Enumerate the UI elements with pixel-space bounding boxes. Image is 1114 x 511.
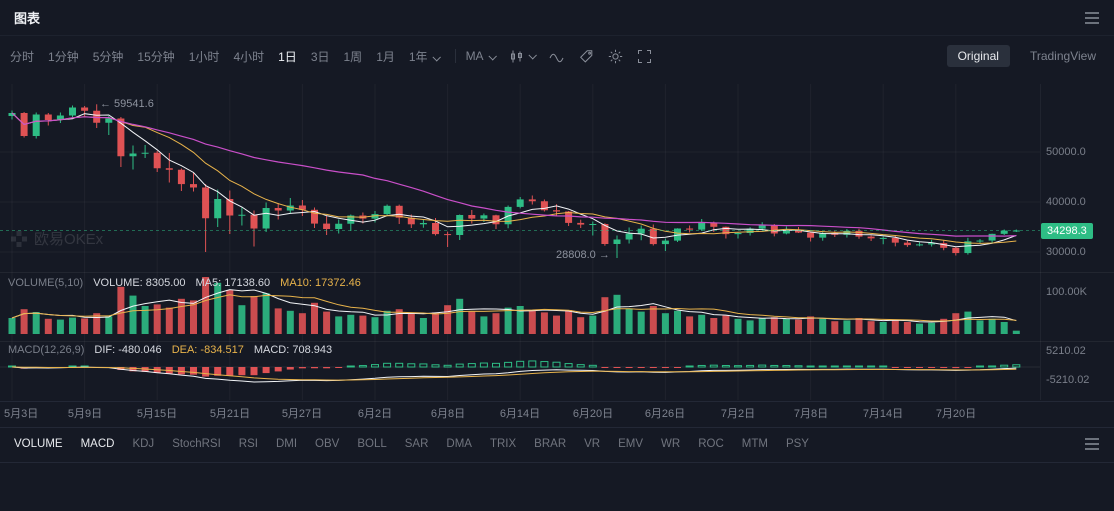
tag-icon <box>579 49 592 63</box>
chevron-down-icon <box>528 51 537 60</box>
interval-5m[interactable]: 5分钟 <box>92 49 124 64</box>
x-axis-label: 6月8日 <box>430 408 466 420</box>
x-axis-label: 5月15日 <box>136 408 178 420</box>
volume-ma5-value: MA5: 17138.60 <box>195 277 271 289</box>
line-style-button[interactable] <box>549 49 565 64</box>
ma-dropdown[interactable]: MA <box>465 49 497 63</box>
interval-time[interactable]: 分时 <box>10 49 35 64</box>
interval-3d[interactable]: 3日 <box>310 49 330 64</box>
price-tick-40000: 40000.0 <box>1046 196 1086 208</box>
gear-icon <box>608 49 622 63</box>
x-axis-label: 6月14日 <box>499 408 541 420</box>
interval-1y-dropdown[interactable]: 1年 <box>408 48 441 65</box>
macd-axis-tick-top: 5210.02 <box>1046 345 1086 357</box>
x-axis-label: 7月8日 <box>793 408 829 420</box>
okex-watermark: 欧易OKEx <box>10 228 103 249</box>
indicator-menu-button[interactable] <box>1084 437 1100 451</box>
tradingview-chart-button[interactable]: TradingView <box>1029 49 1096 63</box>
original-chart-button[interactable]: Original <box>946 45 1010 67</box>
tab-macd[interactable]: MACD <box>80 438 115 450</box>
x-axis-label: 5月9日 <box>67 408 103 420</box>
macd-legend: MACD(12,26,9) DIF: -480.046 DEA: -834.51… <box>8 344 332 356</box>
x-axis-label: 6月26日 <box>644 408 686 420</box>
price-tick-30000: 30000.0 <box>1046 246 1086 258</box>
tab-emv[interactable]: EMV <box>618 438 644 450</box>
expand-icon <box>637 49 651 63</box>
candlestick-icon <box>510 50 522 62</box>
x-axis-label: 7月14日 <box>862 408 904 420</box>
tab-obv[interactable]: OBV <box>315 438 340 450</box>
macd-dea-value: DEA: -834.517 <box>171 344 244 356</box>
ma-label: MA <box>465 49 484 63</box>
volume-params: VOLUME(5,10) <box>8 277 84 289</box>
tab-volume[interactable]: VOLUME <box>14 438 63 450</box>
tab-trix[interactable]: TRIX <box>489 438 517 450</box>
volume-axis-tick: 100.00K <box>1046 286 1087 298</box>
indicator-tabbar: VOLUME MACD KDJ StochRSI RSI DMI OBV BOL… <box>0 426 1114 463</box>
chart-menu-button[interactable] <box>1084 11 1100 25</box>
panel-header: 图表 <box>0 0 1114 36</box>
fullscreen-button[interactable] <box>637 49 652 64</box>
watermark-text: 欧易OKEx <box>34 231 104 248</box>
panel-title: 图表 <box>14 11 41 26</box>
macd-axis-tick-bottom: -5210.02 <box>1046 374 1090 386</box>
x-axis-label: 6月2日 <box>357 408 393 420</box>
interval-1d[interactable]: 1日 <box>278 49 297 64</box>
x-axis[interactable]: 5月3日 5月9日 5月15日 5月21日 5月27日 6月2日 6月8日 6月… <box>0 401 1114 428</box>
macd-dif-value: DIF: -480.046 <box>94 344 162 356</box>
interval-15m[interactable]: 15分钟 <box>137 49 175 64</box>
hamburger-icon <box>1085 11 1099 24</box>
tab-roc[interactable]: ROC <box>698 438 724 450</box>
wave-line-icon <box>549 53 564 62</box>
interval-1y-label: 1年 <box>408 49 428 64</box>
chart-engine-switch: Original TradingView <box>946 45 1104 67</box>
interval-1mo[interactable]: 1月 <box>376 49 395 64</box>
tab-stochrsi[interactable]: StochRSI <box>172 438 221 450</box>
macd-params: MACD(12,26,9) <box>8 344 85 356</box>
volume-ma10-value: MA10: 17372.46 <box>280 277 361 289</box>
tab-vr[interactable]: VR <box>584 438 601 450</box>
low-price-annotation: 28808.0 → <box>556 249 610 261</box>
x-axis-label: 5月3日 <box>4 408 39 420</box>
interval-1w[interactable]: 1周 <box>343 49 363 64</box>
tab-dma[interactable]: DMA <box>446 438 472 450</box>
tab-brar[interactable]: BRAR <box>534 438 567 450</box>
tab-mtm[interactable]: MTM <box>741 438 768 450</box>
x-axis-label: 7月2日 <box>720 408 756 420</box>
price-tag-button[interactable] <box>579 49 594 64</box>
interval-1h[interactable]: 1小时 <box>188 49 220 64</box>
x-axis-label: 7月20日 <box>935 408 977 420</box>
macd-value: MACD: 708.943 <box>253 344 333 356</box>
x-axis-label: 6月20日 <box>572 408 614 420</box>
chart-toolbar: 分时 1分钟 5分钟 15分钟 1小时 4小时 1日 3日 1周 1月 1年 M… <box>0 36 1114 76</box>
chart-type-dropdown[interactable] <box>509 49 537 64</box>
tab-kdj[interactable]: KDJ <box>132 438 155 450</box>
tab-sar[interactable]: SAR <box>404 438 429 450</box>
tab-dmi[interactable]: DMI <box>275 438 298 450</box>
tab-wr[interactable]: WR <box>661 438 681 450</box>
chevron-down-icon <box>432 52 441 62</box>
tab-psy[interactable]: PSY <box>785 438 809 450</box>
settings-button[interactable] <box>608 49 623 64</box>
x-axis-label: 5月27日 <box>281 408 323 420</box>
volume-legend: VOLUME(5,10) VOLUME: 8305.00 MA5: 17138.… <box>8 277 361 289</box>
high-price-annotation: ← 59541.6 <box>100 98 154 110</box>
tab-rsi[interactable]: RSI <box>238 438 258 450</box>
hamburger-icon <box>1085 438 1099 450</box>
tab-boll[interactable]: BOLL <box>357 438 387 450</box>
interval-4h[interactable]: 4小时 <box>233 49 265 64</box>
last-price-badge: 34298.3 <box>1041 223 1093 239</box>
price-tick-50000: 50000.0 <box>1046 146 1086 158</box>
okex-logo-icon <box>11 230 27 247</box>
x-axis-label: 5月21日 <box>209 408 251 420</box>
volume-value: VOLUME: 8305.00 <box>93 277 186 289</box>
toolbar-separator <box>454 49 456 63</box>
interval-1m[interactable]: 1分钟 <box>48 49 79 64</box>
chevron-down-icon <box>488 52 497 61</box>
